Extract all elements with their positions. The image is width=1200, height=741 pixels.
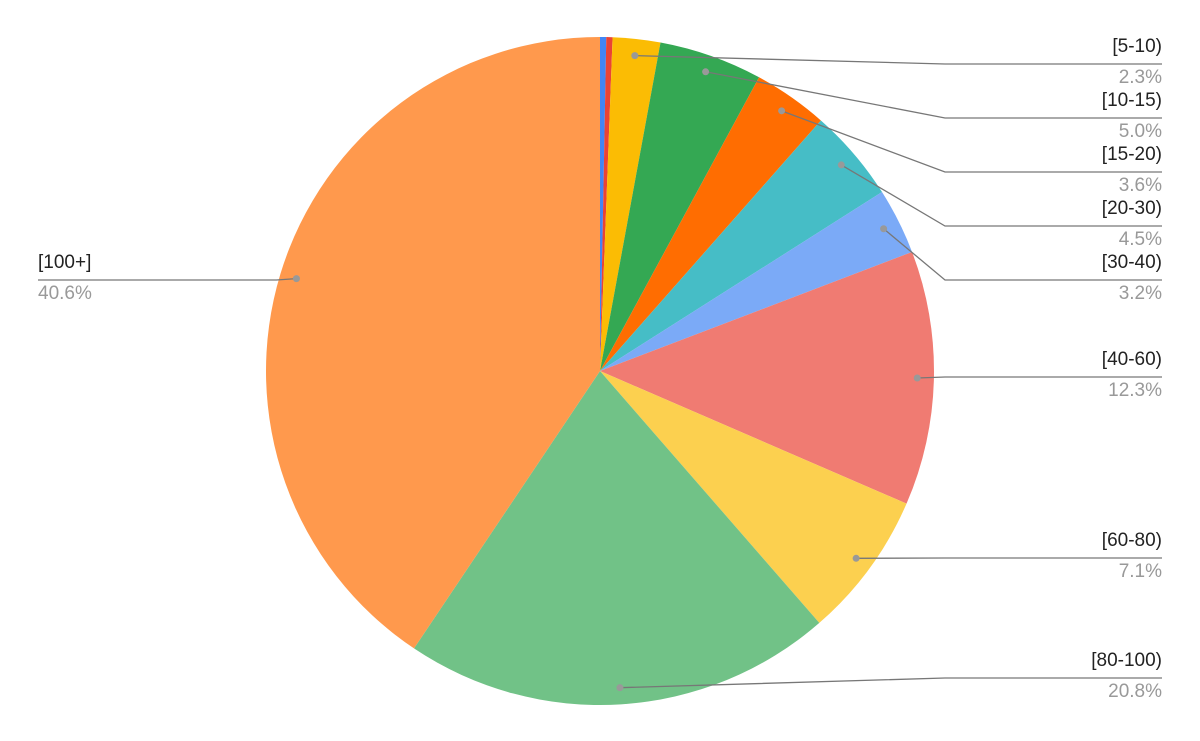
- slice-label: [30-40): [1102, 252, 1162, 273]
- leader-dot: [616, 684, 624, 692]
- leader-line: [917, 376, 1162, 379]
- slice-value-label: 4.5%: [1119, 229, 1162, 250]
- pie-slice: [600, 37, 607, 371]
- leader-line: [705, 71, 1162, 119]
- slice-value-label: 3.2%: [1119, 283, 1162, 304]
- slice-label: [80-100): [1091, 650, 1162, 671]
- pie-slice: [266, 37, 600, 649]
- slice-value-label: 40.6%: [38, 283, 92, 304]
- pie-slice: [600, 371, 907, 623]
- slice-label: [20-30): [1102, 198, 1162, 219]
- pie-slice: [414, 371, 820, 705]
- slice-value-label: 20.8%: [1108, 681, 1162, 702]
- pie-slice: [600, 37, 661, 372]
- slice-value-label: 12.3%: [1108, 380, 1162, 401]
- slice-value-label: 7.1%: [1119, 561, 1162, 582]
- leader-dot: [880, 225, 888, 233]
- pie-slice: [600, 120, 883, 371]
- slice-label: [5-10): [1112, 36, 1162, 57]
- slice-label: [100+]: [38, 252, 91, 273]
- leader-line: [619, 677, 1162, 689]
- leader-line: [883, 228, 1162, 281]
- pie-slice: [600, 42, 760, 372]
- leader-line: [634, 54, 1162, 65]
- leader-dot: [292, 275, 300, 283]
- leader-line: [840, 164, 1162, 227]
- pie-slice: [600, 251, 934, 504]
- leader-dot: [852, 554, 860, 562]
- leader-line: [781, 110, 1162, 173]
- leader-dot: [778, 107, 786, 115]
- leader-line: [38, 278, 297, 281]
- pie-slice: [600, 192, 913, 371]
- slice-value-label: 2.3%: [1119, 67, 1162, 88]
- slice-value-label: 3.6%: [1119, 175, 1162, 196]
- pie-slice: [600, 77, 821, 371]
- leader-dot: [631, 52, 639, 60]
- leader-dot: [913, 374, 921, 382]
- slice-label: [10-15): [1102, 90, 1162, 111]
- slice-label: [60-80): [1102, 530, 1162, 551]
- slice-label: [15-20): [1102, 144, 1162, 165]
- slice-value-label: 5.0%: [1119, 121, 1162, 142]
- slice-label: [40-60): [1102, 349, 1162, 370]
- leader-dot: [702, 68, 710, 76]
- pie-slice: [600, 37, 613, 372]
- leader-dot: [837, 161, 845, 169]
